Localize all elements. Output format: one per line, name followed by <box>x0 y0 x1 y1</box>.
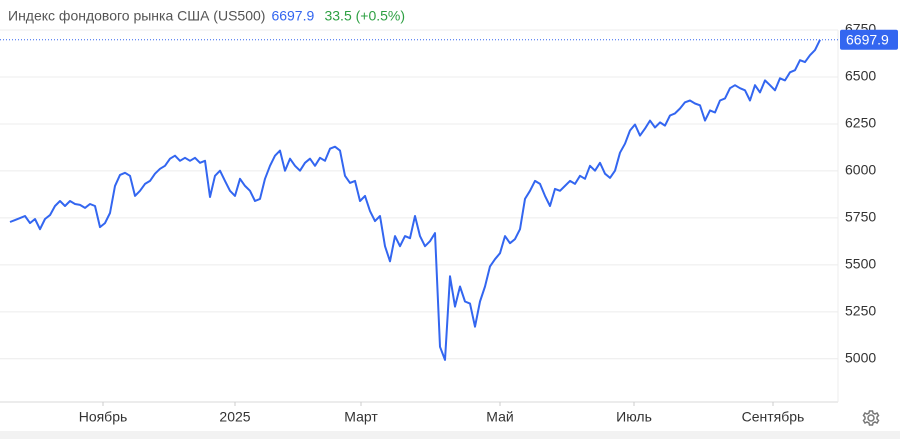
price-line <box>9 39 821 361</box>
x-tick-label: Май <box>486 409 513 425</box>
y-tick-label: 6500 <box>845 68 876 84</box>
last-price-label: 6697.9 <box>846 31 889 47</box>
x-tick-label: 2025 <box>219 409 250 425</box>
y-tick-label: 5000 <box>845 349 876 365</box>
y-tick-label: 5500 <box>845 256 876 272</box>
x-tick-label: Март <box>344 409 378 425</box>
y-tick-label: 5750 <box>845 209 876 225</box>
x-tick-label: Июль <box>616 409 652 425</box>
settings-icon[interactable] <box>862 410 880 426</box>
scrollbar <box>0 431 900 439</box>
y-tick-label: 6250 <box>845 115 876 131</box>
y-tick-label: 5250 <box>845 303 876 319</box>
last-price-badge <box>840 29 898 50</box>
x-tick-label: Сентябрь <box>742 409 805 425</box>
chart-title: Индекс фондового рынка США (US500) <box>8 8 265 24</box>
header-bg <box>0 6 470 28</box>
x-tick-label: Ноябрь <box>79 409 128 425</box>
price: 6697.9 <box>271 8 314 24</box>
price-change: 33.5 (+0.5%) <box>324 8 405 24</box>
y-tick-label: 6000 <box>845 162 876 178</box>
